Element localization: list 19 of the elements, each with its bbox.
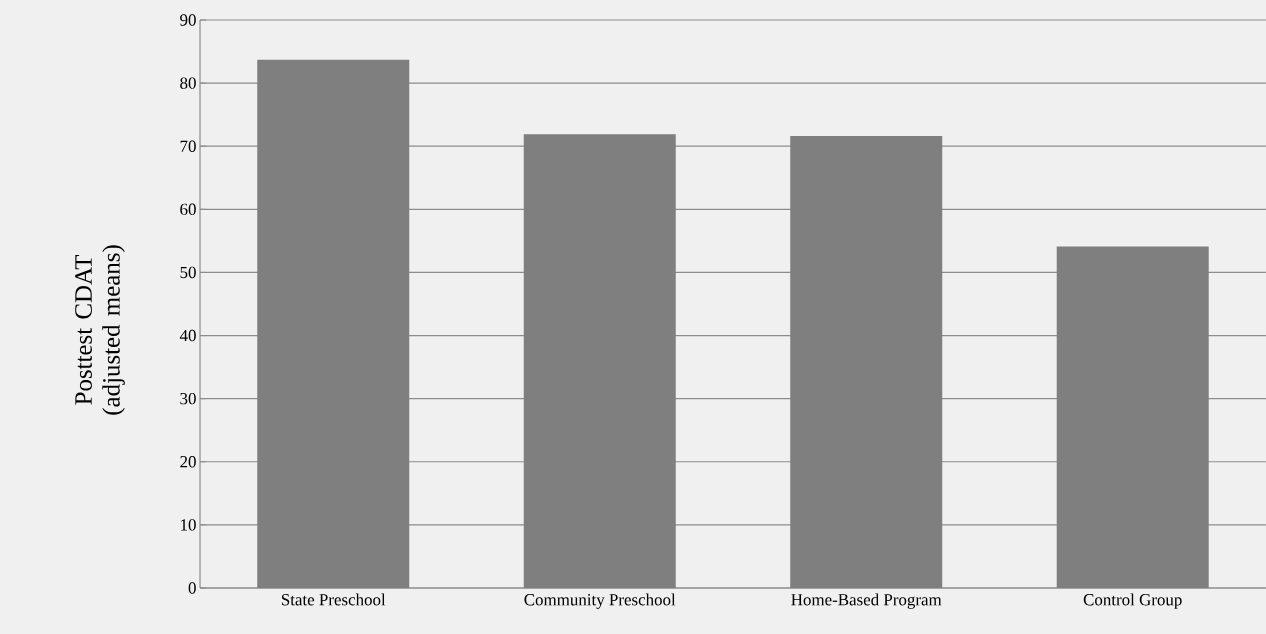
- y-tick-label: 70: [180, 140, 196, 152]
- y-tick-label: 80: [180, 77, 196, 89]
- bar: [257, 59, 410, 588]
- bar: [1056, 246, 1209, 588]
- y-tick-label: 40: [179, 329, 196, 342]
- y-axis-title: Posttest CDAT (adjusted means): [75, 245, 125, 415]
- x-tick-label: Home-Based Program: [791, 593, 942, 609]
- bar: [790, 136, 943, 588]
- y-tick-label: 30: [180, 392, 196, 405]
- x-tick-label: Community Preschool: [524, 593, 676, 609]
- y-tick-label: 60: [180, 203, 196, 216]
- y-tick-label: 90: [180, 14, 196, 26]
- bar: [523, 134, 676, 588]
- y-tick-label: 0: [188, 582, 196, 594]
- y-tick-label: 20: [180, 456, 196, 468]
- y-tick-label: 50: [180, 266, 196, 279]
- y-tick-label: 10: [181, 519, 196, 531]
- x-tick-label: State Preschool: [281, 593, 386, 606]
- x-tick-label: Control Group: [1083, 593, 1182, 609]
